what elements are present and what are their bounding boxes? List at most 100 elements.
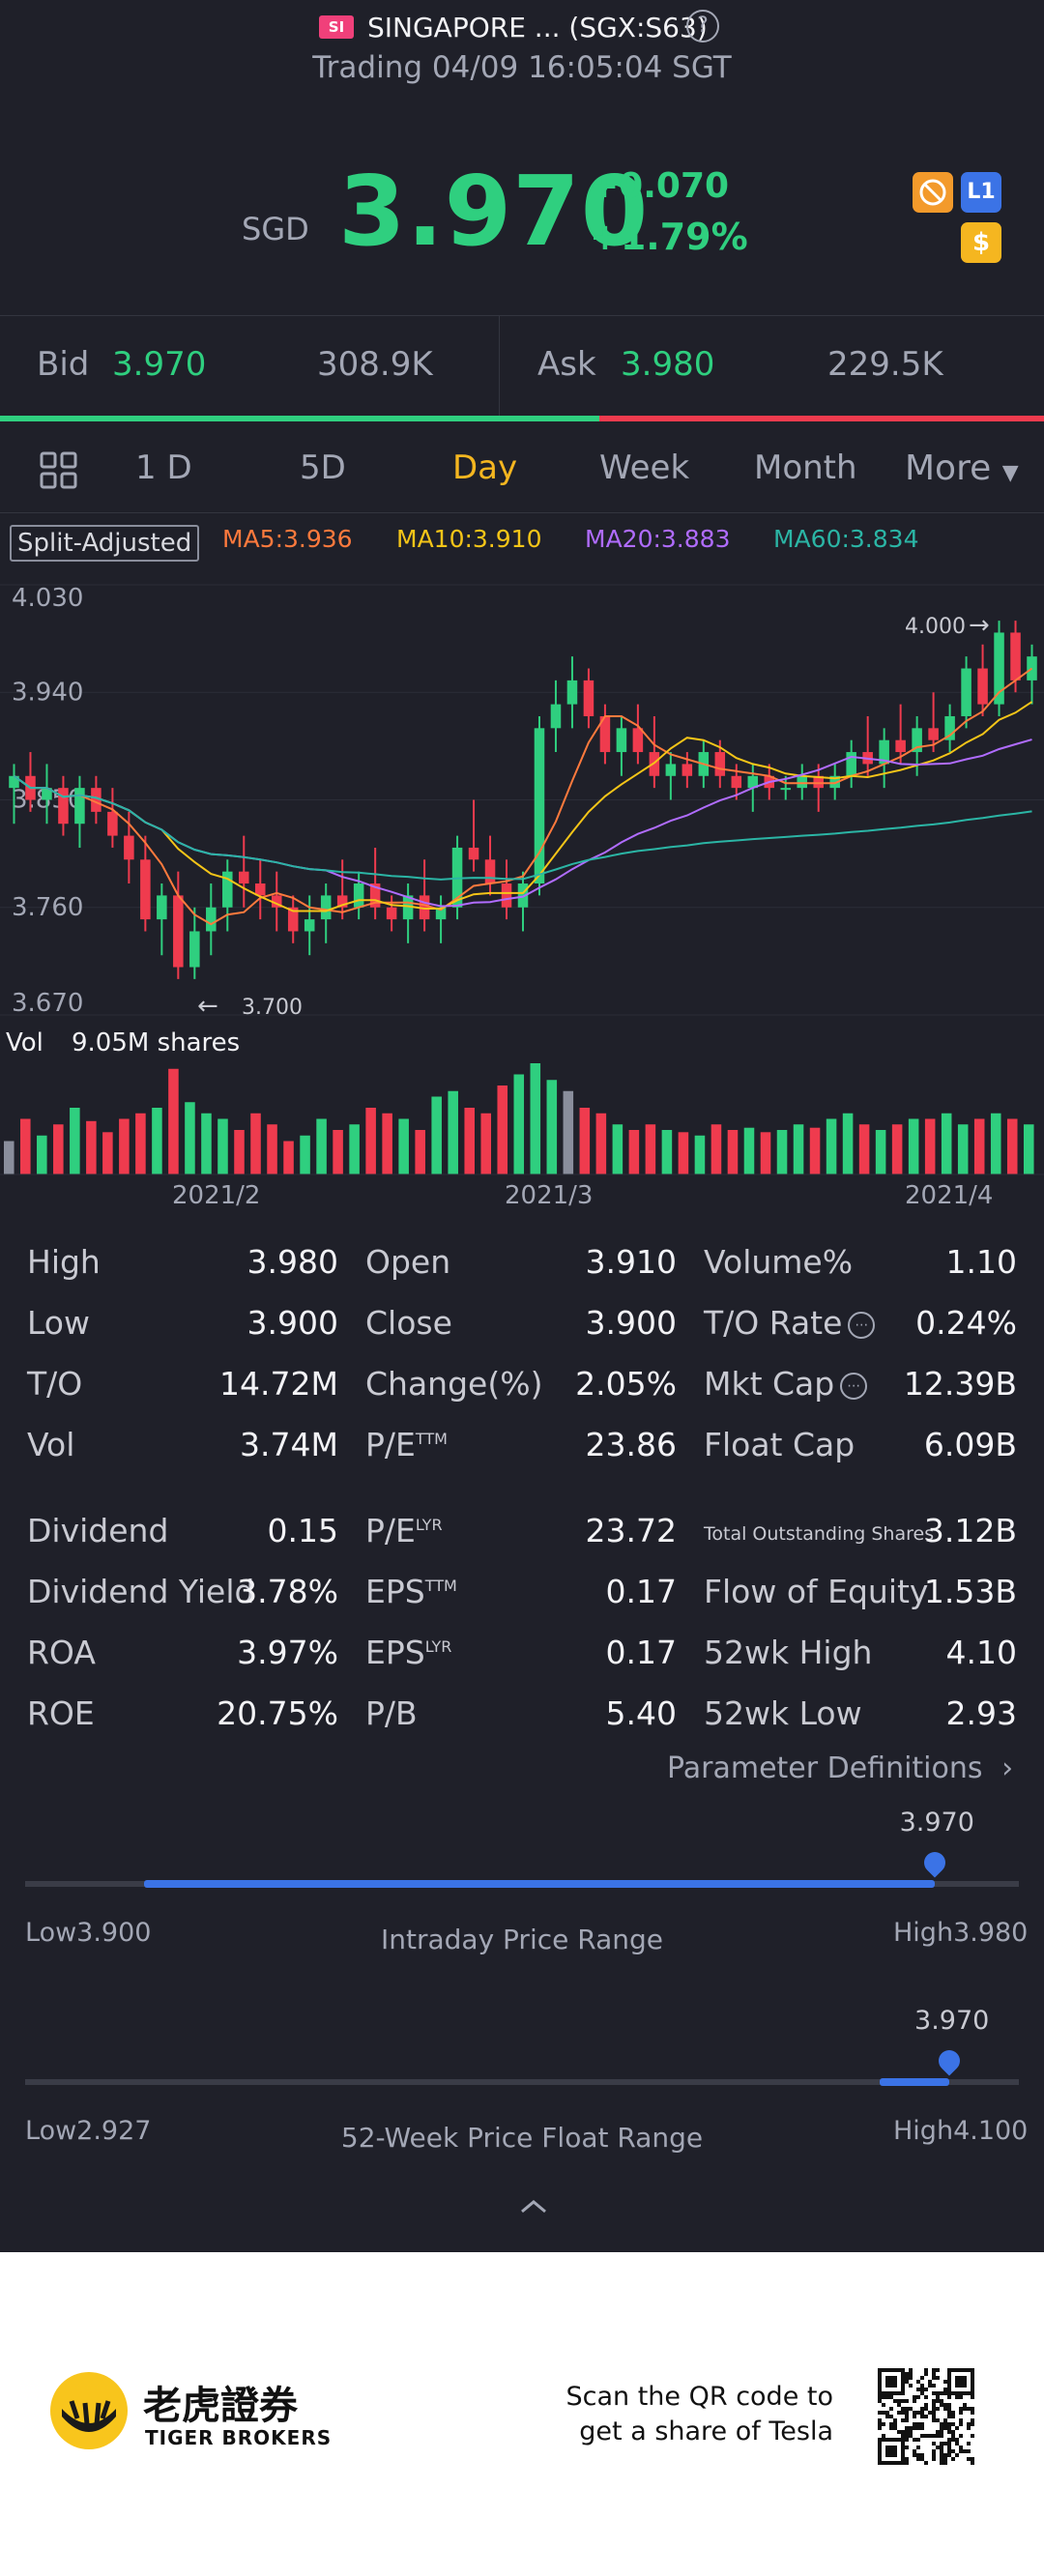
volume-bar [595,1113,607,1174]
volume-bar [365,1108,376,1174]
stat-value: 6.09B [923,1426,1017,1463]
stat-label: Change(%) [365,1365,542,1403]
candle-body [780,788,792,791]
x-axis-label: 2021/2 [172,1181,260,1210]
volume-bar [415,1130,425,1174]
tab-more-label: More [905,449,992,488]
volume-bar [661,1130,673,1174]
volume-bar [694,1135,706,1174]
info-icon[interactable]: ⋯ [848,1311,876,1339]
slash-icon[interactable] [913,172,953,213]
volume-bar [86,1120,97,1174]
stat-label-text: ROA [27,1634,96,1671]
candle-body [599,715,611,753]
stat-label-text: P/B [365,1694,418,1732]
intraday-high-value: 3.980 [953,1918,1029,1948]
week52-title: 52-Week Price Float Range [340,2122,704,2154]
volume-bar [267,1124,277,1174]
stat-label: Volume% [704,1243,853,1281]
volume-bar [4,1141,14,1174]
candle-body [879,739,889,765]
stat-label: Total Outstanding Shares [704,1523,934,1545]
candle-body [386,907,397,920]
stat-label-sup: TTM [415,1430,448,1448]
split-adjusted-toggle[interactable]: Split-Adjusted [10,525,200,562]
candle-body [9,775,19,789]
candle-body [353,883,364,908]
stat-label-text: Dividend Yield [27,1573,255,1610]
grid-icon[interactable] [39,450,79,495]
tab-month[interactable]: Month [754,449,857,487]
week52-high-label: High [893,2116,954,2146]
volume-value: 9.05M shares [72,1028,240,1057]
info-icon[interactable]: ⋯ [840,1372,868,1400]
candlestick-chart[interactable]: 4.0303.9403.8503.7603.6704.000→←3.700Vol… [0,565,1044,1213]
high-marker-label: 4.000 [905,615,966,639]
volume-bar [809,1127,821,1174]
qr-code-icon[interactable] [878,2368,974,2465]
candle-body [944,715,955,740]
help-icon[interactable]: ? [686,10,719,43]
intraday-low-value: 3.900 [76,1918,152,1948]
stat-label-text: ROE [27,1694,95,1732]
week52-range-fill [880,2078,950,2086]
candle-body [665,764,677,776]
candle-body [829,775,840,789]
intraday-price-pin-icon [919,1847,950,1878]
ma5-value: MA5:3.936 [222,525,353,553]
volume-bar [776,1130,788,1174]
tab-week[interactable]: Week [599,449,690,487]
volume-bar [990,1113,1001,1174]
stat-value: 1.10 [945,1243,1017,1281]
candle-body [714,752,726,776]
tab-5d[interactable]: 5D [300,449,346,487]
volume-bar [760,1132,771,1174]
stat-value: 23.86 [585,1426,677,1463]
candle-body [271,895,282,908]
level1-badge[interactable]: L1 [961,172,1001,213]
candle-body [977,668,988,705]
candle-body [189,931,200,968]
stat-label-text: P/E [365,1512,416,1549]
dollar-badge[interactable]: $ [961,222,1001,263]
candle-body [254,883,266,896]
footer-banner: 老虎證券 TIGER BROKERS Scan the QR code to g… [0,2252,1044,2576]
week52-range: 3.970 Low2.927 52-Week Price Float Range… [0,2006,1044,2160]
candle-body [42,788,52,800]
candle-body [287,907,299,932]
volume-bar [645,1124,656,1174]
stat-label-text: Flow of Equity [704,1573,929,1610]
volume-bar [1023,1124,1034,1174]
stat-label-text: Mkt Cap [704,1365,835,1403]
stat-label-text: Dividend [27,1512,169,1549]
volume-bar [119,1118,130,1174]
stat-label: Vol [27,1426,74,1463]
volume-bar [431,1096,442,1174]
volume-bar [70,1108,80,1174]
stat-label-text: Volume% [704,1243,854,1281]
candle-body [369,883,381,908]
stat-label: EPSTTM [365,1573,457,1610]
tab-more[interactable]: More ▼ [905,449,1019,488]
chevron-up-icon[interactable] [514,2194,553,2221]
exchange-badge: SI [319,15,354,39]
stat-value: 3.12B [923,1512,1017,1549]
stat-value: 5.40 [605,1694,677,1732]
volume-bar [349,1124,360,1174]
stat-value: 3.74M [240,1426,338,1463]
stat-value: 2.05% [575,1365,677,1403]
tiger-logo-icon [48,2370,130,2455]
tab-1d[interactable]: 1 D [135,449,192,487]
stats-grid: High 3.980 Open 3.910 Volume% 1.10 Low 3.900 Clo… [0,1237,1044,1759]
ma20-value: MA20:3.883 [585,525,731,553]
candle-body [124,835,134,860]
parameter-definitions-link[interactable]: Parameter Definitions › [667,1751,1013,1785]
tab-day[interactable]: Day [452,449,518,487]
stat-label: T/O [27,1365,82,1403]
intraday-title: Intraday Price Range [380,1924,663,1955]
intraday-low-label: Low [25,1918,77,1948]
stat-value: 0.15 [267,1512,338,1549]
intraday-high-label: High [893,1918,954,1948]
price-change: +0.070 [590,166,730,206]
week52-high: High4.100 [893,2116,1028,2146]
